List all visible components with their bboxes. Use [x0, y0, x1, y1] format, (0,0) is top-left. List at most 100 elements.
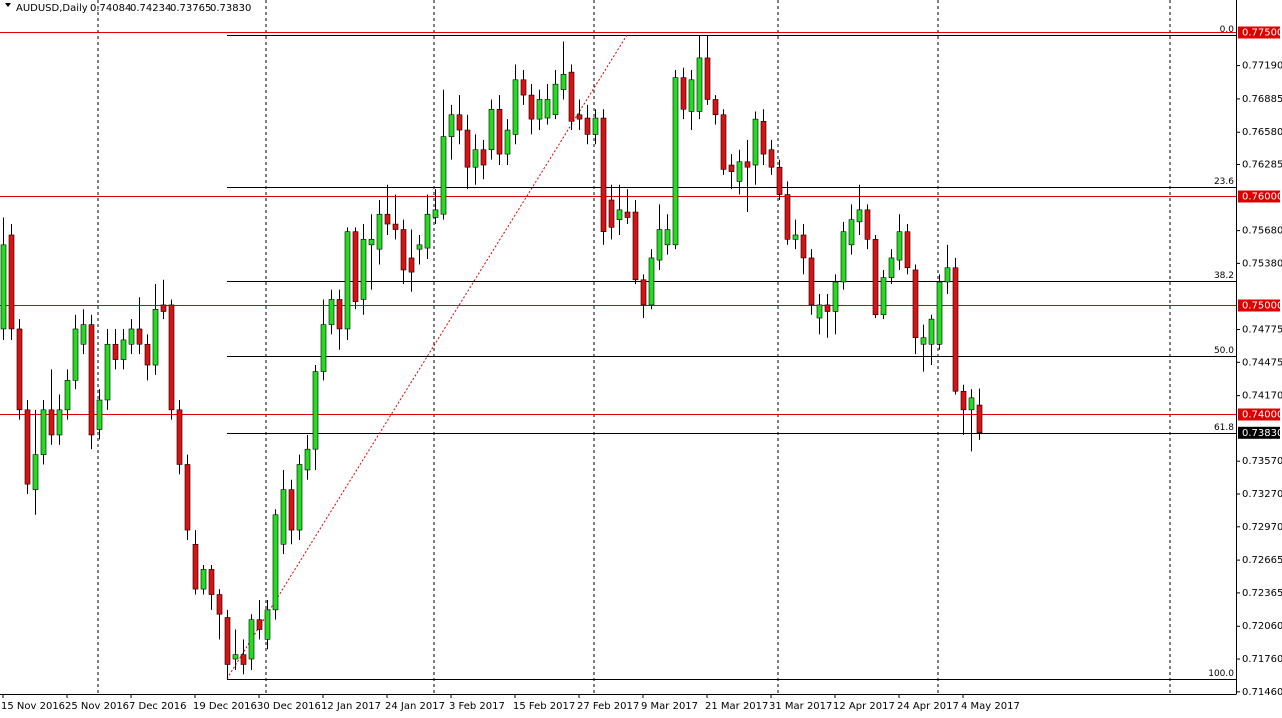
y-tick-label: 0.75380 [1242, 258, 1282, 269]
candle-body [336, 299, 343, 330]
header-high: 0.74234 [130, 3, 171, 14]
candle-body [200, 569, 207, 590]
candle-body [584, 117, 591, 135]
candle-body [208, 569, 215, 595]
header-arrow [5, 3, 11, 7]
candle-body [40, 409, 47, 455]
fibo-label: 61.8 [1214, 423, 1234, 433]
candle-body [680, 77, 687, 110]
candle-body [696, 57, 703, 112]
y-tick-label: 0.71760 [1242, 654, 1282, 665]
y-tick-label: 0.76285 [1242, 159, 1282, 170]
candle-body [832, 281, 839, 312]
candle-body [384, 213, 391, 225]
candle-body [440, 136, 447, 215]
y-tick-label: 0.76580 [1242, 127, 1282, 138]
y-tick-label: 0.74775 [1242, 325, 1282, 336]
candle-body [352, 231, 359, 302]
candle-body [144, 343, 151, 366]
x-tick-label: 24 Apr 2017 [897, 701, 959, 712]
candle-body [320, 324, 327, 372]
x-tick-label: 3 Feb 2017 [449, 701, 505, 712]
x-tick-label: 15 Feb 2017 [513, 701, 575, 712]
x-tick-label: 30 Dec 2016 [257, 701, 321, 712]
candle-body [56, 409, 63, 436]
x-tick-label: 7 Dec 2016 [129, 701, 187, 712]
candle-body [32, 454, 39, 490]
candle-body [248, 619, 255, 660]
candle-body [456, 114, 463, 131]
candle-body [152, 308, 159, 366]
candle-body [928, 318, 935, 345]
candle-body [504, 129, 511, 155]
candle-body [848, 219, 855, 246]
period-separators [97, 0, 1171, 694]
candle-body [792, 234, 799, 240]
x-tick-label: 25 Nov 2016 [65, 701, 129, 712]
y-tick-label: 0.71460 [1242, 687, 1282, 698]
candle-body [232, 654, 239, 660]
x-tick-label: 15 Nov 2016 [1, 701, 65, 712]
candle-body [432, 209, 439, 218]
candle-body [136, 328, 143, 345]
candle-body [864, 209, 871, 240]
candle-body [288, 489, 295, 531]
candle-body [8, 234, 15, 330]
candle-body [296, 464, 303, 531]
candle-body [640, 279, 647, 306]
y-tick-label: 0.72365 [1242, 588, 1282, 599]
candle-body [408, 257, 415, 273]
candle-body [304, 448, 311, 471]
x-tick-label: 31 Mar 2017 [769, 701, 832, 712]
candle-body [648, 257, 655, 306]
y-tick-label: 0.76885 [1242, 94, 1282, 105]
candle-body [128, 328, 135, 345]
candle-body [48, 409, 55, 436]
level-label: 0.77500 [1242, 28, 1282, 39]
candle-body [392, 223, 399, 230]
candle-body [880, 277, 887, 316]
level-label: 0.75000 [1242, 301, 1282, 312]
y-tick-label: 0.75680 [1242, 226, 1282, 237]
candle-body [576, 114, 583, 120]
level-box [1238, 408, 1280, 421]
candle-body [608, 199, 615, 228]
x-tick-label: 19 Dec 2016 [193, 701, 257, 712]
y-tick-label: 0.77190 [1242, 61, 1282, 72]
candle-body [968, 397, 975, 411]
candle-body [120, 339, 127, 360]
candle-body [520, 79, 527, 96]
x-tick-label: 24 Jan 2017 [385, 701, 445, 712]
level-label: 0.76000 [1242, 192, 1282, 203]
level-box [1238, 299, 1280, 312]
candle-body [784, 194, 791, 240]
y-tick-label: 0.72060 [1242, 621, 1282, 632]
candle-body [64, 380, 71, 411]
candle-body [88, 324, 95, 436]
candle-body [96, 399, 103, 430]
x-tick-label: 12 Apr 2017 [833, 701, 895, 712]
candle-body [168, 304, 175, 411]
candle-body [176, 409, 183, 465]
level-label: 0.74000 [1242, 410, 1282, 421]
candle-body [264, 609, 271, 640]
x-tick-label: 27 Feb 2017 [577, 701, 639, 712]
candle-body [160, 304, 167, 312]
candle-body [616, 209, 623, 220]
fibo-label: 0.0 [1220, 25, 1235, 35]
candle-body [840, 231, 847, 283]
price-box [1238, 426, 1280, 439]
y-tick-label: 0.72665 [1242, 555, 1282, 566]
candle-body [816, 304, 823, 319]
candle-body [688, 79, 695, 112]
candle-body [560, 74, 567, 90]
candle-body [72, 328, 79, 381]
level-box [1238, 26, 1280, 39]
candle-body [552, 83, 559, 116]
candle-body [0, 244, 7, 330]
candle-body [920, 337, 927, 345]
candle-body [480, 149, 487, 166]
fibo-label: 100.0 [1208, 669, 1234, 679]
